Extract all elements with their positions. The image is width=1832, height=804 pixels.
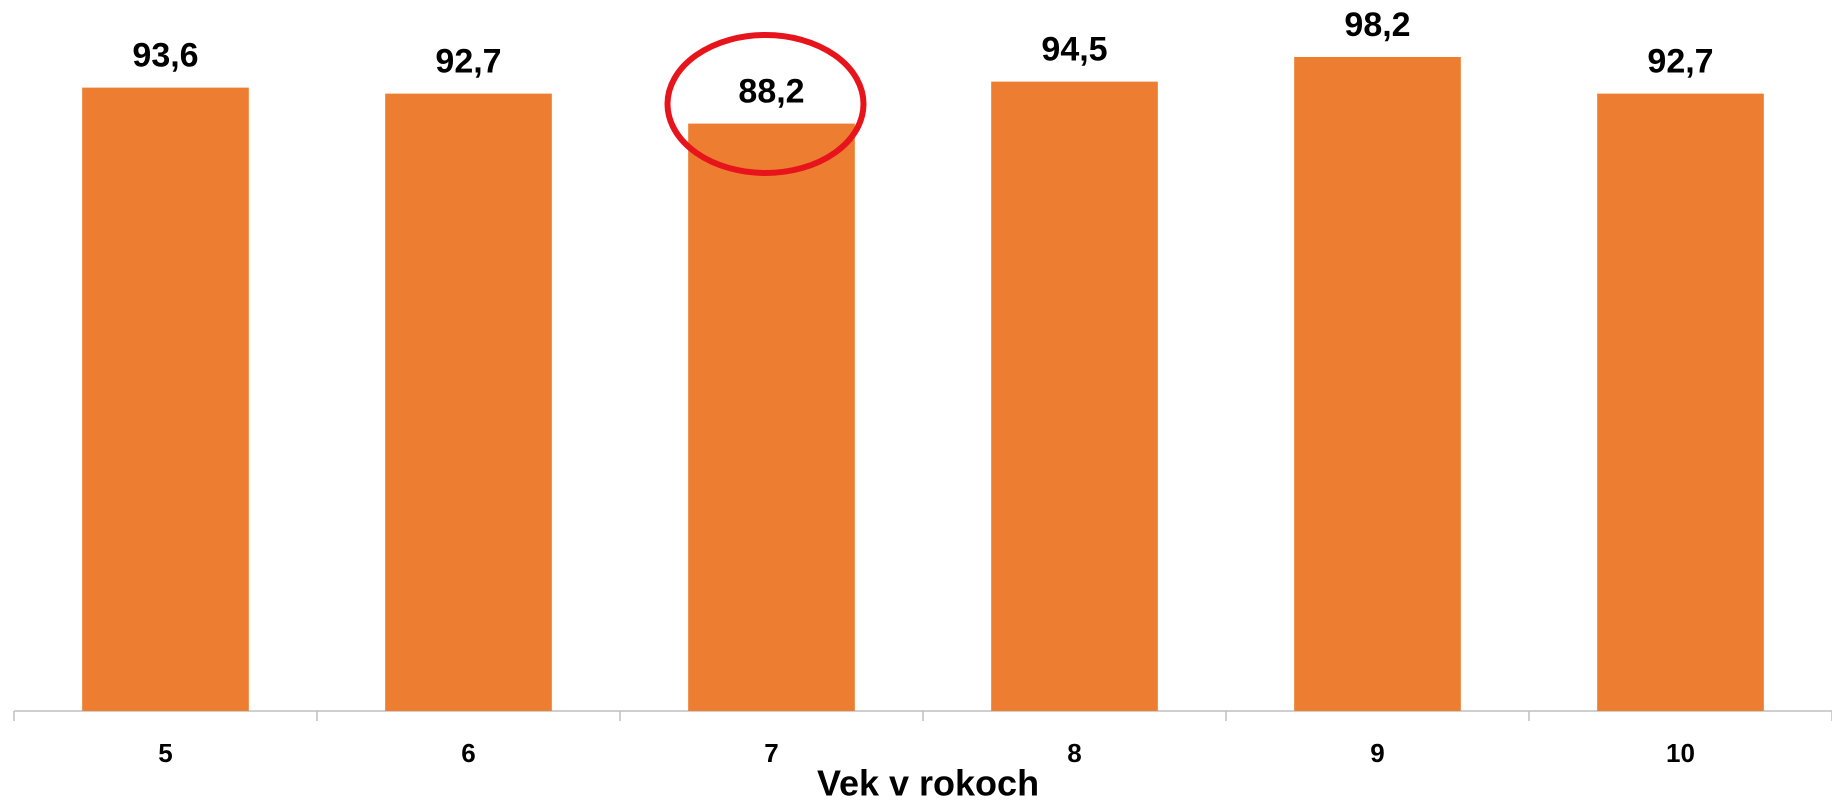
data-label: 98,2 — [1344, 6, 1410, 44]
data-label: 88,2 — [738, 73, 804, 111]
x-tick-label: 8 — [1067, 738, 1081, 768]
x-tick-label: 5 — [158, 738, 172, 768]
x-tick-label: 10 — [1666, 738, 1695, 768]
x-tick-label: 6 — [461, 738, 475, 768]
bar — [688, 123, 855, 711]
highlight-ellipse — [664, 32, 867, 176]
x-axis-title: Vek v rokoch — [817, 763, 1039, 804]
bar — [1294, 56, 1461, 712]
x-tick-label: 9 — [1370, 738, 1384, 768]
bar — [1597, 93, 1764, 712]
data-label: 92,7 — [435, 43, 501, 81]
data-label: 94,5 — [1041, 31, 1107, 69]
bar — [385, 93, 552, 712]
bar — [82, 87, 249, 711]
data-label: 93,6 — [132, 37, 198, 75]
x-tick-label: 7 — [764, 738, 778, 768]
data-label: 92,7 — [1647, 43, 1713, 81]
bar — [991, 81, 1158, 711]
